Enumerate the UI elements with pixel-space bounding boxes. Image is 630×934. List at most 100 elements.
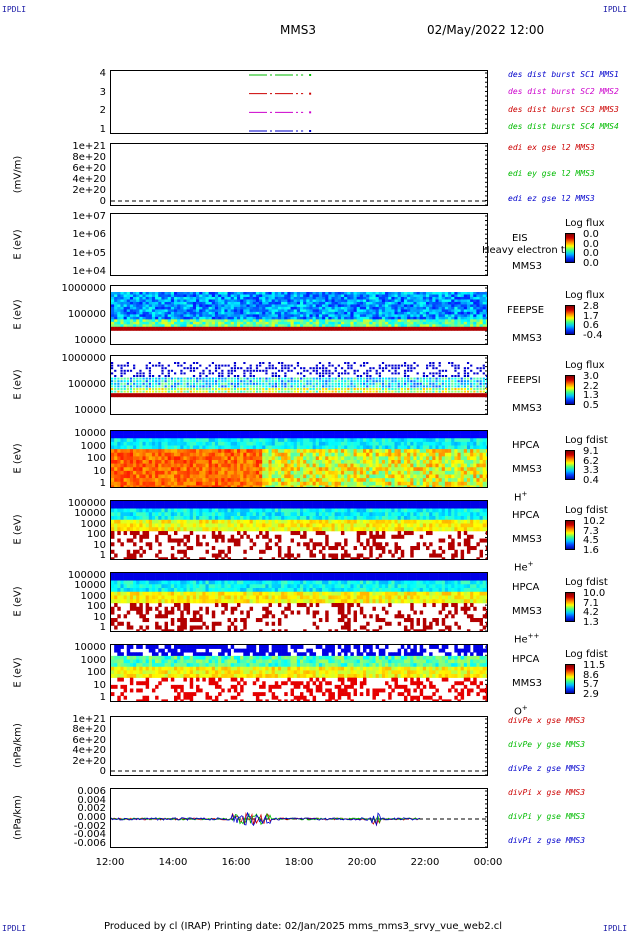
- flux-cell: [438, 311, 443, 315]
- flux-cell: [303, 316, 307, 320]
- fdist-cell: [328, 474, 332, 479]
- flux-cell: [208, 319, 213, 323]
- fdist-cell: [429, 470, 433, 475]
- flux-cell: [170, 316, 175, 320]
- fdist-cell: [438, 438, 443, 443]
- fdist-cell: [262, 445, 266, 450]
- fdist-cell: [205, 445, 209, 450]
- flux-cell: [315, 316, 320, 320]
- fdist-cell: [199, 470, 203, 475]
- flux-cell: [161, 296, 165, 300]
- flux-cell: [466, 388, 470, 390]
- fdist-cell: [287, 463, 291, 468]
- fdist-cell: [293, 463, 298, 468]
- flux-band: [111, 326, 115, 331]
- fdist-cell: [422, 474, 427, 479]
- flux-cell: [337, 314, 342, 318]
- fdist-cell: [133, 474, 137, 479]
- flux-cell: [375, 299, 380, 303]
- fdist-cell: [183, 438, 187, 443]
- flux-cell: [309, 319, 313, 323]
- flux-cell: [306, 292, 310, 295]
- fdist-cell: [192, 481, 197, 486]
- flux-cell: [274, 294, 279, 298]
- flux-band: [167, 326, 172, 331]
- fdist-cell: [189, 481, 194, 486]
- flux-cell: [167, 311, 172, 315]
- flux-band: [473, 393, 477, 398]
- flux-cell: [284, 390, 287, 393]
- fdist-cell: [466, 452, 471, 457]
- flux-cell: [174, 372, 177, 375]
- flux-cell: [237, 321, 241, 325]
- flux-band: [416, 326, 420, 331]
- flux-cell: [416, 388, 419, 390]
- flux-cell: [334, 321, 339, 325]
- flux-cell: [281, 367, 284, 370]
- fdist-cell: [114, 474, 118, 479]
- flux-cell: [416, 311, 420, 315]
- flux-cell: [211, 390, 215, 393]
- fdist-cell: [293, 460, 298, 464]
- flux-cell: [454, 292, 458, 295]
- flux-cell: [444, 294, 449, 298]
- flux-cell: [284, 316, 288, 320]
- flux-cell: [466, 301, 471, 305]
- fdist-cell: [114, 434, 118, 439]
- flux-cell: [426, 292, 430, 295]
- flux-cell: [435, 314, 439, 318]
- fdist-cell: [432, 441, 436, 446]
- fdist-cell: [145, 460, 150, 464]
- fdist-cell: [419, 456, 424, 461]
- fdist-cell: [189, 449, 194, 454]
- fdist-cell: [388, 481, 392, 486]
- fdist-cell: [318, 431, 323, 435]
- flux-cell: [407, 382, 410, 385]
- flux-cell: [448, 388, 451, 390]
- fdist-cell: [177, 456, 181, 461]
- flux-cell: [293, 306, 298, 310]
- fdist-cell: [120, 449, 124, 454]
- fdist-cell: [356, 485, 361, 487]
- flux-cell: [331, 292, 335, 295]
- fdist-cell: [359, 434, 364, 439]
- fdist-cell: [218, 434, 222, 439]
- datetime-title: 02/May/2022 12:00: [427, 23, 545, 37]
- flux-band: [126, 326, 131, 331]
- fdist-cell: [334, 478, 339, 483]
- flux-cell: [318, 311, 323, 315]
- fdist-cell: [120, 460, 124, 464]
- fdist-cell: [350, 467, 354, 472]
- flux-cell: [303, 304, 307, 308]
- flux-band: [151, 326, 156, 331]
- fdist-cell: [331, 431, 335, 435]
- flux-cell: [378, 296, 383, 300]
- fdist-cell: [211, 449, 216, 454]
- flux-cell: [410, 299, 414, 303]
- flux-cell: [451, 311, 455, 315]
- fdist-cell: [470, 463, 474, 468]
- fdist-cell: [303, 441, 307, 446]
- fdist-cell: [158, 460, 162, 464]
- flux-cell: [426, 367, 429, 370]
- flux-cell: [444, 321, 449, 325]
- flux-cell: [344, 316, 348, 320]
- fdist-cell: [391, 463, 395, 468]
- fdist-cell: [476, 452, 480, 457]
- fdist-cell: [151, 452, 156, 457]
- fdist-cell: [183, 478, 187, 483]
- fdist-cell: [473, 467, 477, 472]
- flux-band: [240, 393, 244, 398]
- flux-cell: [451, 390, 454, 393]
- flux-cell: [271, 382, 274, 385]
- flux-cell: [277, 382, 281, 385]
- flux-cell: [287, 316, 291, 320]
- flux-cell: [142, 380, 145, 383]
- flux-cell: [410, 309, 414, 313]
- fdist-cell: [158, 467, 162, 472]
- flux-cell: [155, 377, 158, 380]
- flux-cell: [249, 377, 252, 380]
- fdist-cell: [205, 470, 209, 475]
- fdist-cell: [432, 452, 436, 457]
- flux-cell: [293, 314, 298, 318]
